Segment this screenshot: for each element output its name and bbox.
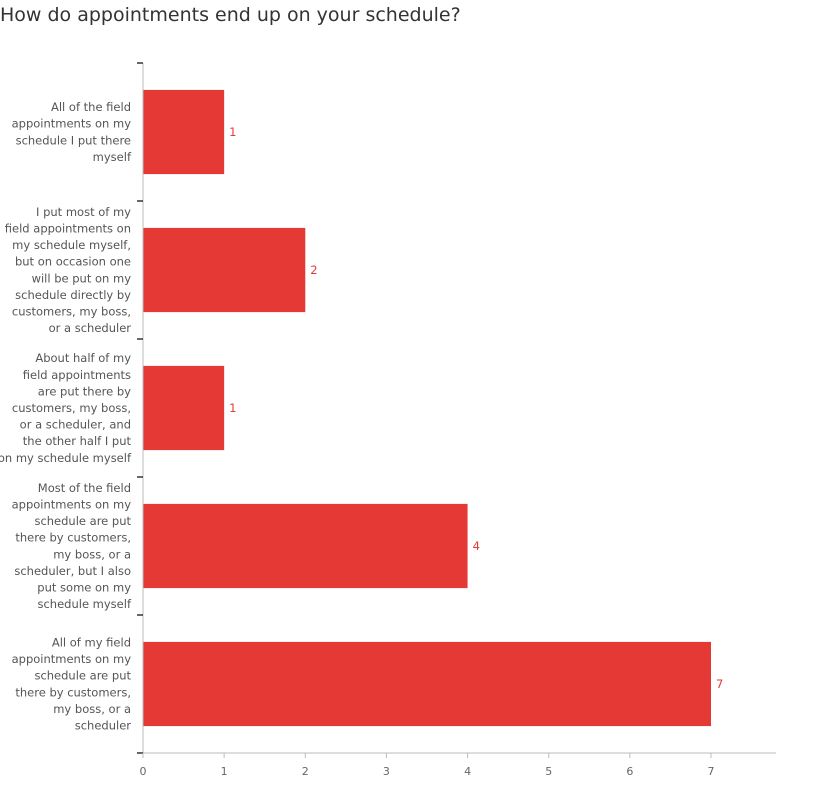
- category-label: Most of the field appointments on my sched…: [12, 481, 132, 611]
- x-tick-label: 7: [708, 765, 715, 778]
- bar-value-label: 2: [310, 263, 317, 277]
- category-label: All of my field appointments on my schedul…: [12, 636, 132, 733]
- x-tick-label: 6: [626, 765, 633, 778]
- bar[interactable]: [143, 227, 306, 313]
- category-label: All of the field appointments on my schedu…: [12, 100, 132, 164]
- bar[interactable]: [143, 89, 225, 175]
- chart-title: How do appointments end up on your sched…: [0, 4, 461, 26]
- bar[interactable]: [143, 641, 711, 727]
- bar-value-label: 1: [229, 401, 236, 415]
- bar[interactable]: [143, 365, 225, 451]
- x-tick-label: 1: [221, 765, 228, 778]
- x-tick-label: 4: [464, 765, 471, 778]
- category-label: I put most of my field appointments on my …: [5, 205, 131, 335]
- bar-value-label: 7: [716, 677, 723, 691]
- x-tick-label: 3: [383, 765, 390, 778]
- category-label: About half of my field appointments are pu…: [0, 351, 132, 465]
- x-tick-label: 0: [140, 765, 147, 778]
- x-tick-label: 2: [302, 765, 309, 778]
- x-tick-label: 5: [545, 765, 552, 778]
- bar-value-label: 4: [473, 539, 480, 553]
- bar[interactable]: [143, 503, 468, 589]
- bar-value-label: 1: [229, 125, 236, 139]
